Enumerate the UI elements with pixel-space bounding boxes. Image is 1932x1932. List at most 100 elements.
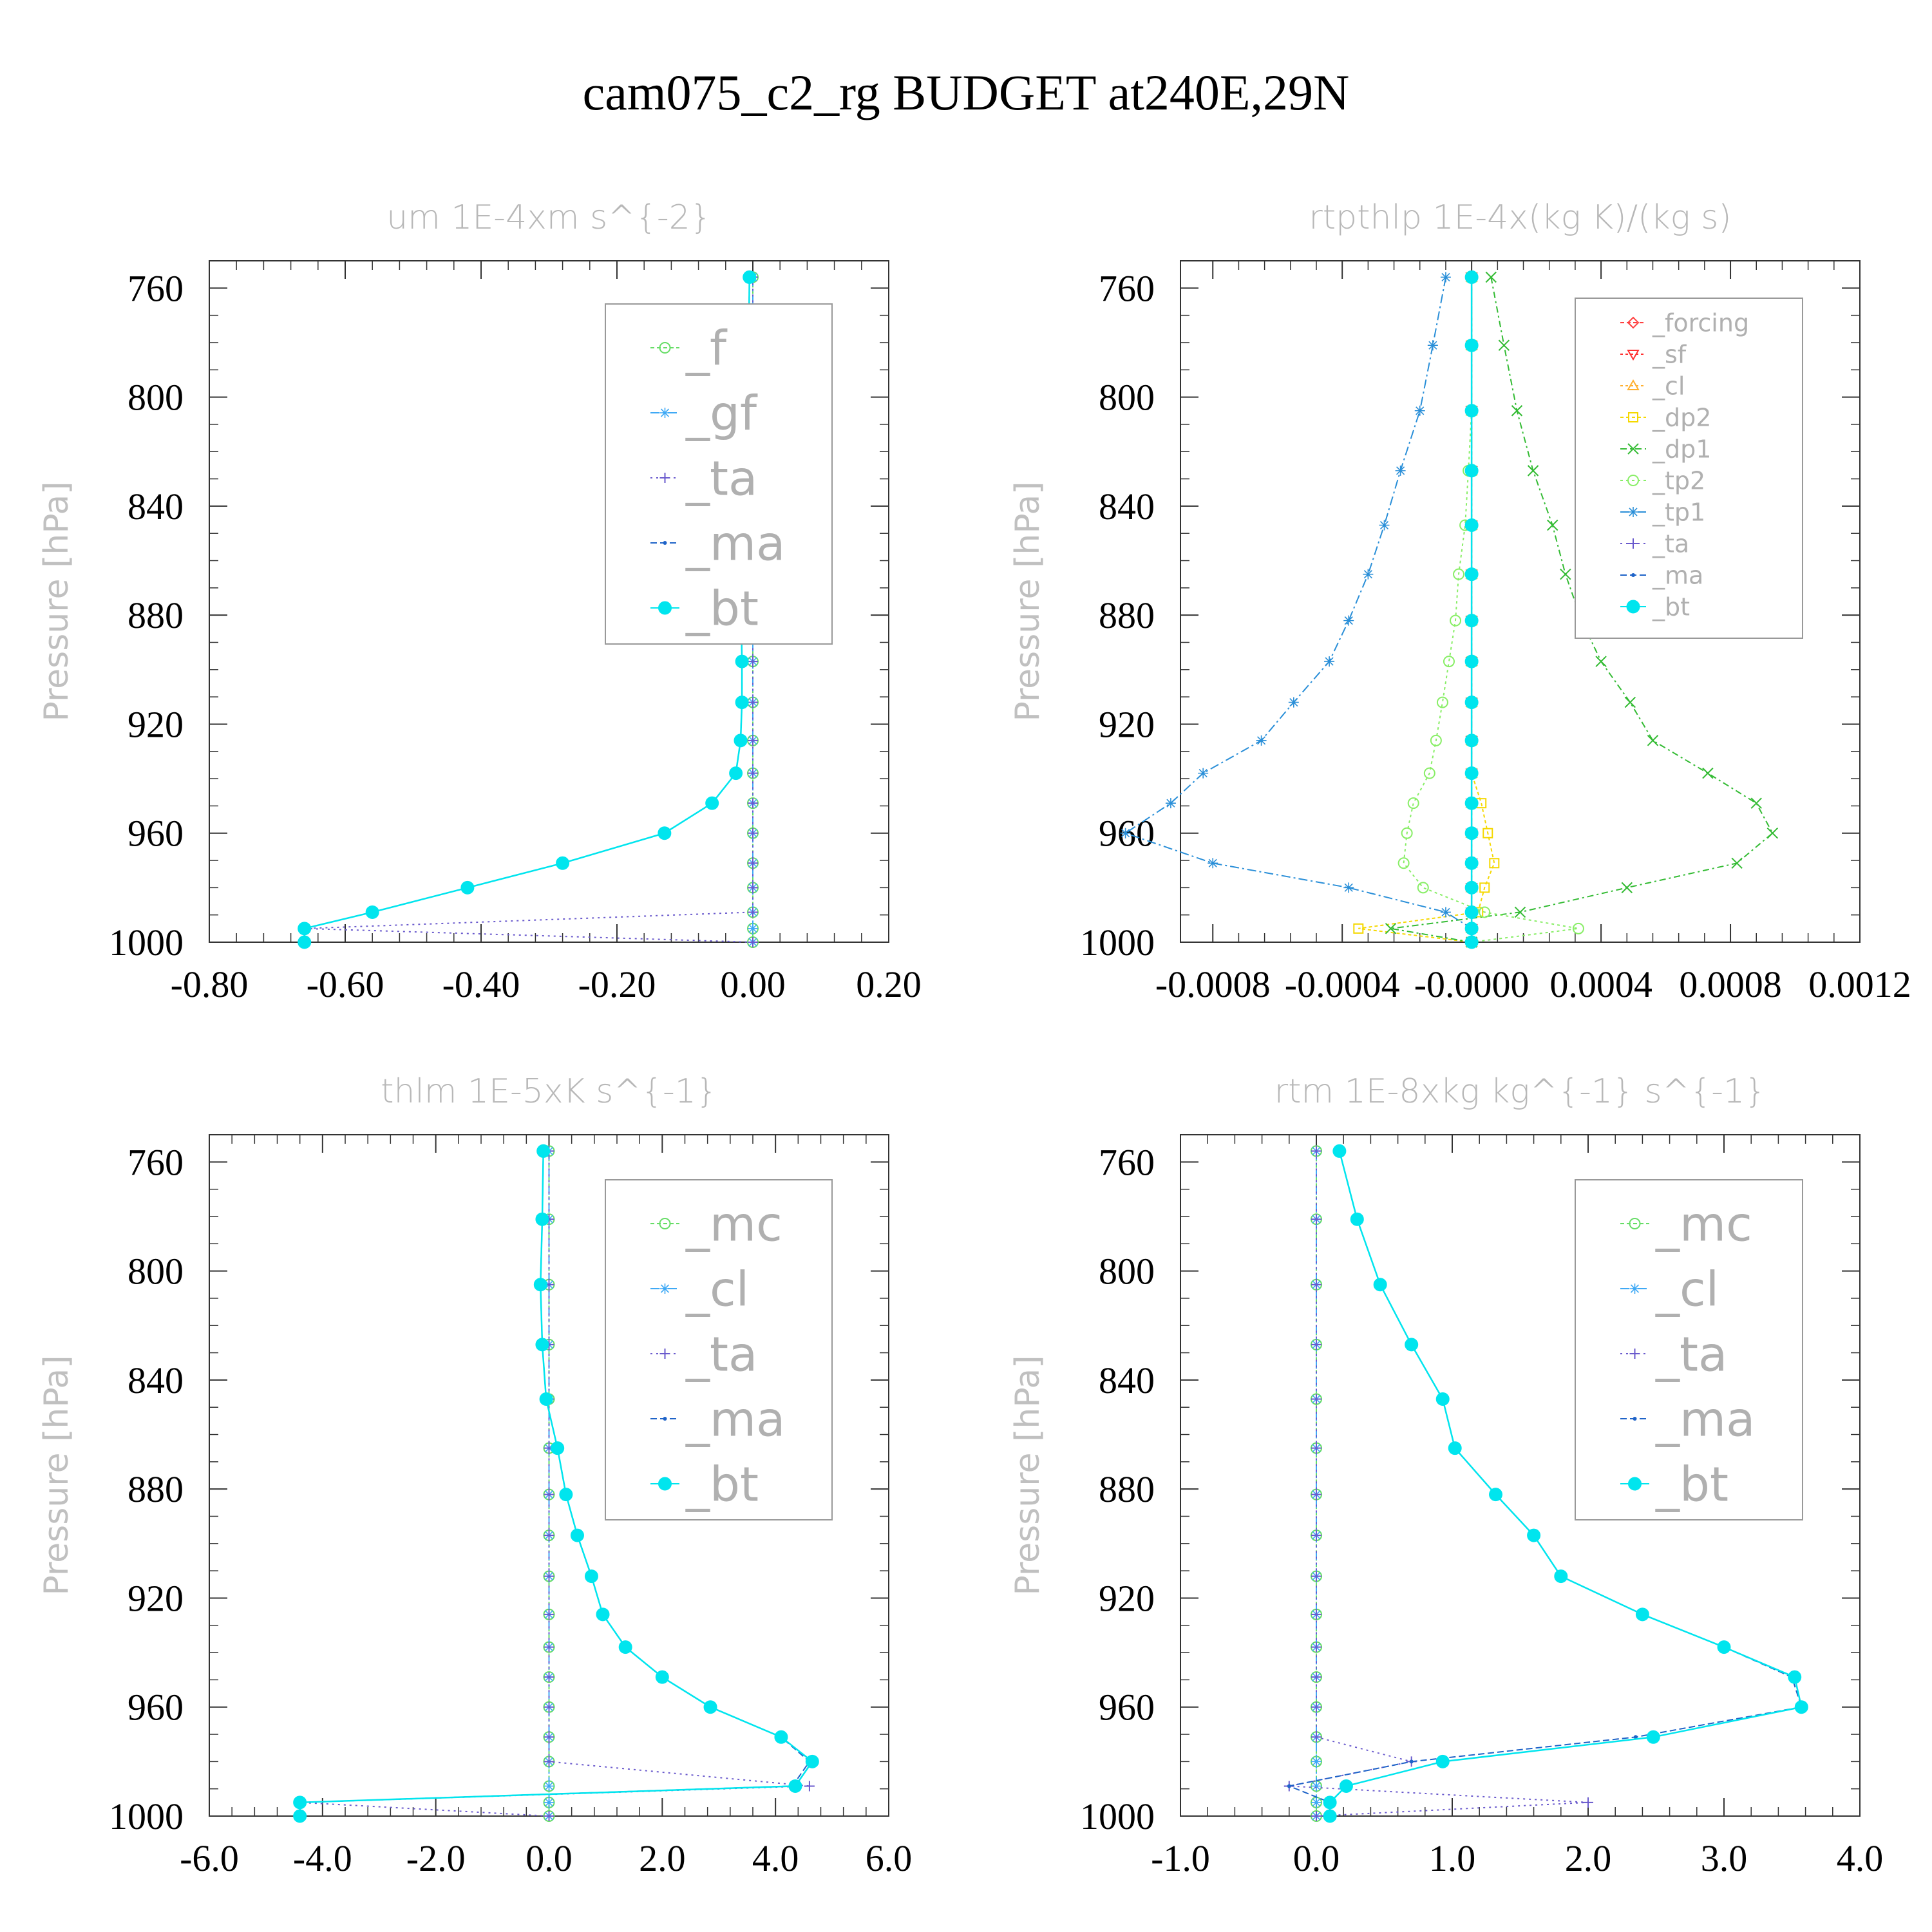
data-point	[705, 796, 719, 810]
legend-label: _tp1	[1652, 498, 1705, 527]
x-tick-label: 4.0	[1837, 1837, 1884, 1879]
legend-marker	[659, 342, 671, 354]
data-point	[774, 1730, 788, 1744]
data-point	[1554, 1569, 1568, 1584]
data-point	[1405, 1338, 1419, 1352]
data-point	[1363, 569, 1374, 580]
data-point	[1479, 906, 1491, 918]
data-point	[1397, 857, 1410, 869]
legend-label: _bt	[1652, 593, 1690, 621]
data-point	[1547, 519, 1558, 531]
data-point	[655, 1670, 669, 1684]
data-point	[1464, 935, 1479, 949]
data-point	[1453, 568, 1465, 580]
data-point	[570, 1528, 584, 1542]
data-point	[544, 1756, 554, 1767]
data-point	[1256, 735, 1267, 746]
x-ticks: -0.0008 -0.0004 -0.0000 0.0004 0.0008 0.0012	[1155, 261, 1911, 1005]
data-point	[1788, 1670, 1802, 1684]
data-point	[1464, 654, 1479, 668]
legend-marker	[1627, 475, 1639, 486]
x-tick-label: 1.0	[1429, 1837, 1476, 1879]
legend-marker	[658, 1477, 672, 1491]
legend-box	[1575, 1179, 1803, 1520]
x-tick-label: 0.0004	[1549, 963, 1653, 1005]
legend-label: _tp2	[1652, 467, 1705, 495]
data-point	[729, 766, 743, 781]
data-point	[735, 696, 749, 710]
data-point	[1750, 797, 1762, 809]
data-point	[1440, 907, 1451, 918]
series-group	[293, 1144, 819, 1823]
y-axis-label: Pressure [hPa]	[1009, 482, 1047, 722]
panel-title: rtpthlp 1E-4x(kg K)/(kg s)	[1309, 198, 1731, 237]
x-tick-label: -1.0	[1151, 1837, 1210, 1879]
series-group	[1283, 1144, 1808, 1823]
x-tick-label: 0.0	[526, 1837, 573, 1879]
legend-marker	[1633, 1417, 1637, 1421]
data-point	[1498, 339, 1510, 351]
data-point	[544, 1642, 554, 1653]
legend-marker	[663, 541, 667, 545]
data-point	[1443, 656, 1455, 668]
legend-marker	[663, 1417, 667, 1421]
legend-marker	[1628, 538, 1638, 549]
panel-title: thlm 1E-5xK s^{-1}	[381, 1072, 717, 1111]
plot-frame	[1180, 1134, 1861, 1817]
legend-label: _ta	[1652, 530, 1689, 558]
panels: um 1E-4xm s^{-2} Pressure [hPa] -0.80 -0.60…	[37, 198, 1911, 1879]
y-tick-label: 760	[128, 267, 184, 309]
data-point	[559, 1488, 573, 1502]
x-tick-label: 0.20	[856, 963, 922, 1005]
data-point	[1464, 856, 1479, 870]
panel-1: um 1E-4xm s^{-2} Pressure [hPa] -0.80 -0.60…	[37, 198, 922, 1005]
x-tick-label: -4.0	[293, 1837, 352, 1879]
data-point	[1311, 1571, 1321, 1582]
data-point	[1633, 1735, 1638, 1739]
data-point	[544, 1672, 554, 1683]
series-line	[1390, 277, 1774, 943]
data-point	[1343, 882, 1354, 893]
data-point	[1379, 520, 1390, 531]
data-point	[1464, 880, 1479, 895]
legend-label: _mc	[685, 1197, 782, 1253]
x-tick-label: 0.0	[1293, 1837, 1340, 1879]
data-point	[1350, 1212, 1364, 1226]
data-point	[1395, 465, 1406, 476]
data-point	[1198, 768, 1209, 779]
data-point	[544, 1489, 554, 1500]
panel-title: um 1E-4xm s^{-2}	[386, 198, 712, 237]
data-point	[1464, 826, 1479, 840]
legend-box	[605, 303, 833, 645]
x-tick-label: -0.20	[578, 963, 656, 1005]
panel-4: rtm 1E-8xkg kg^{-1} s^{-1} Pressure [hPa]…	[1009, 1072, 1883, 1879]
y-tick-label: 960	[128, 813, 184, 855]
legend: _f _gf _ta _ma _bt	[605, 303, 833, 645]
series-line	[1329, 1151, 1803, 1816]
data-point	[748, 907, 758, 918]
data-point	[1511, 405, 1523, 417]
legend-label: _bt	[685, 582, 759, 637]
data-point	[535, 1338, 549, 1352]
y-tick-label: 800	[128, 377, 184, 419]
data-point	[743, 270, 757, 284]
x-tick-label: 4.0	[752, 1837, 799, 1879]
x-tick-label: -0.40	[442, 963, 520, 1005]
figure-title: cam075_c2_rg BUDGET at240E,29N	[583, 64, 1350, 120]
series-group	[1120, 270, 1779, 949]
data-point	[1702, 767, 1714, 779]
x-tick-label: -2.0	[406, 1837, 466, 1879]
y-tick-label: 880	[128, 594, 184, 636]
data-point	[804, 1781, 815, 1792]
data-point	[1560, 568, 1571, 580]
legend-label: _f	[685, 321, 728, 377]
legend-marker	[1627, 443, 1639, 455]
data-point	[1450, 614, 1462, 627]
data-point	[544, 1781, 554, 1792]
data-point	[1464, 404, 1479, 418]
data-point	[1621, 882, 1633, 894]
data-point	[1440, 272, 1451, 283]
data-point	[1311, 1443, 1321, 1454]
